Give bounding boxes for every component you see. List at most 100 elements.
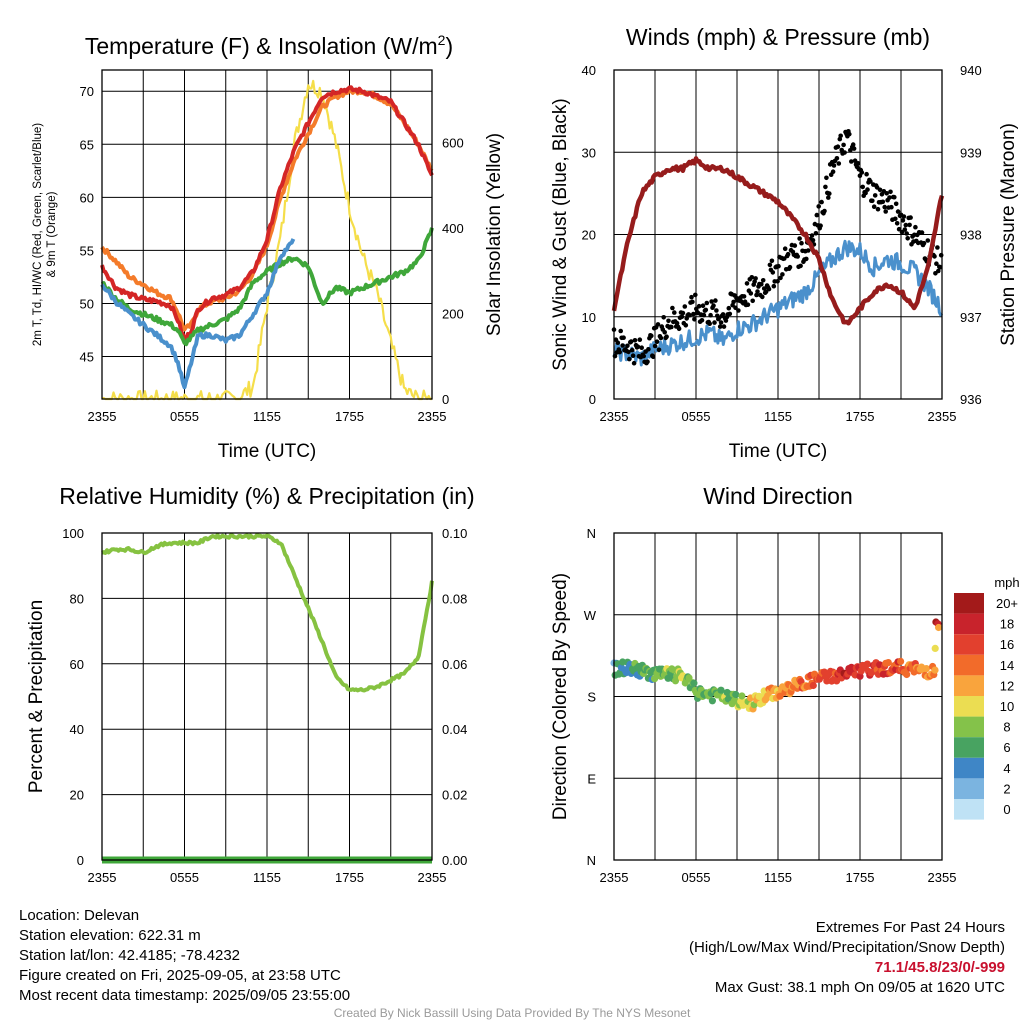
panel-4: 2355 0555 1155 1755 2355 N E S W N Wind Direction D…	[550, 483, 1020, 885]
gust-point	[649, 333, 654, 339]
gust-point	[672, 310, 677, 315]
gust-point	[750, 298, 755, 304]
x-tick-label: 2355	[600, 409, 629, 424]
gust-point	[849, 159, 854, 164]
gust-point	[670, 305, 675, 311]
meteogram-figure: 2355 0555 1155 1755 235545505560657002004006…	[26, 24, 1020, 885]
gust-point	[632, 338, 638, 343]
gust-point	[822, 208, 827, 214]
y2-tick-label: 0.00	[442, 853, 467, 868]
direction-point	[884, 659, 892, 667]
gust-point	[938, 252, 944, 258]
gust-point	[859, 170, 865, 175]
y-tick-label: 20	[70, 788, 84, 803]
x-axis-label: Time (UTC)	[218, 441, 317, 462]
colorbar-label: 14	[1000, 658, 1014, 673]
gust-point	[814, 212, 820, 218]
gust-point	[888, 189, 893, 195]
gust-point	[880, 199, 886, 205]
gust-point	[683, 323, 689, 328]
y-tick-label: N	[587, 853, 596, 868]
panel-title: Wind Direction	[703, 483, 853, 509]
gust-point	[676, 326, 682, 332]
gust-point	[776, 263, 781, 269]
gust-point	[841, 142, 846, 148]
gust-point	[934, 261, 939, 267]
gust-point	[654, 339, 660, 345]
y-tick-label: W	[584, 608, 597, 623]
series-line-relative-humidity	[101, 532, 434, 693]
gust-point	[778, 275, 783, 281]
gust-point	[645, 359, 650, 365]
direction-point	[708, 697, 717, 705]
gust-point	[785, 251, 791, 257]
gust-point	[662, 330, 667, 335]
gust-point	[782, 246, 788, 251]
gust-point	[731, 299, 736, 305]
panel-2: 2355 0555 1155 1755 2355 0 10 20 30 40 936 937 938 93…	[550, 24, 1019, 462]
gust-point	[691, 311, 696, 317]
gust-point	[831, 163, 837, 168]
gust-point	[621, 335, 626, 341]
gust-point	[760, 278, 766, 283]
y2-tick-label: 600	[442, 136, 464, 151]
x-tick-label: 1155	[253, 409, 281, 424]
y-tick-label: 0	[589, 392, 596, 407]
gust-point	[809, 233, 815, 238]
gust-point	[936, 268, 941, 274]
extremes-legend: (High/Low/Max Wind/Precipitation/Snow De…	[689, 939, 1005, 956]
latlon-text: Station lat/lon: 42.4185; -78.4232	[19, 947, 241, 964]
gust-point	[868, 179, 873, 184]
gust-point	[865, 187, 870, 192]
gust-point	[627, 356, 632, 362]
colorbar-swatch	[954, 696, 984, 717]
direction-point	[935, 623, 943, 632]
x-tick-label: 2355	[928, 409, 957, 424]
gust-point	[637, 337, 643, 343]
x-tick-label: 2355	[418, 870, 447, 885]
gust-point	[893, 216, 898, 222]
extremes-values: 71.1/45.8/23/0/-999	[874, 959, 1005, 976]
y2-tick-label: 936	[960, 392, 982, 407]
gust-point	[720, 312, 726, 317]
gust-point	[824, 175, 829, 181]
gust-point	[723, 318, 729, 323]
colorbar-label: 18	[1000, 617, 1014, 632]
gust-point	[775, 279, 780, 284]
y-tick-label: S	[587, 690, 596, 705]
gust-point	[798, 263, 803, 269]
y-tick-label: 60	[80, 190, 94, 205]
direction-point	[717, 686, 725, 694]
y-tick-label: 30	[582, 145, 596, 160]
gust-point	[703, 307, 709, 313]
gust-point	[679, 314, 685, 320]
series-line-station-pressure	[611, 156, 945, 326]
y2-tick-label: 0.08	[442, 591, 467, 606]
gust-point	[905, 236, 910, 241]
colorbar-swatch	[954, 757, 984, 779]
gust-point	[658, 335, 664, 341]
gust-point	[709, 299, 714, 304]
panel-1: 2355 0555 1155 1755 2355 45 50 55 60 65 70 0 200 400 6…	[32, 32, 505, 462]
x-tick-label: 2355	[928, 870, 957, 885]
gust-point	[780, 272, 785, 277]
gust-point	[749, 275, 755, 280]
direction-point	[690, 679, 698, 687]
gust-point	[682, 304, 688, 309]
direction-point	[732, 690, 740, 699]
gust-point	[799, 240, 804, 246]
y-tick-label: 55	[80, 243, 94, 258]
direction-point	[863, 660, 872, 668]
gust-point	[935, 245, 940, 250]
x-tick-label: 1155	[253, 870, 281, 885]
gust-point	[787, 264, 793, 270]
gust-point	[819, 199, 824, 205]
y2-axis-label: Solar Insolation (Yellow)	[484, 133, 505, 336]
colorbar-swatch	[954, 737, 984, 758]
panel-title: Temperature (F) & Insolation (W/m2)	[85, 32, 453, 59]
credit-text: Created By Nick Bassill Using Data Provi…	[333, 1006, 691, 1020]
gust-point	[744, 281, 750, 286]
panel-title: Winds (mph) & Pressure (mb)	[626, 24, 930, 50]
direction-point	[903, 670, 911, 679]
series-line-2m-t	[100, 85, 434, 342]
